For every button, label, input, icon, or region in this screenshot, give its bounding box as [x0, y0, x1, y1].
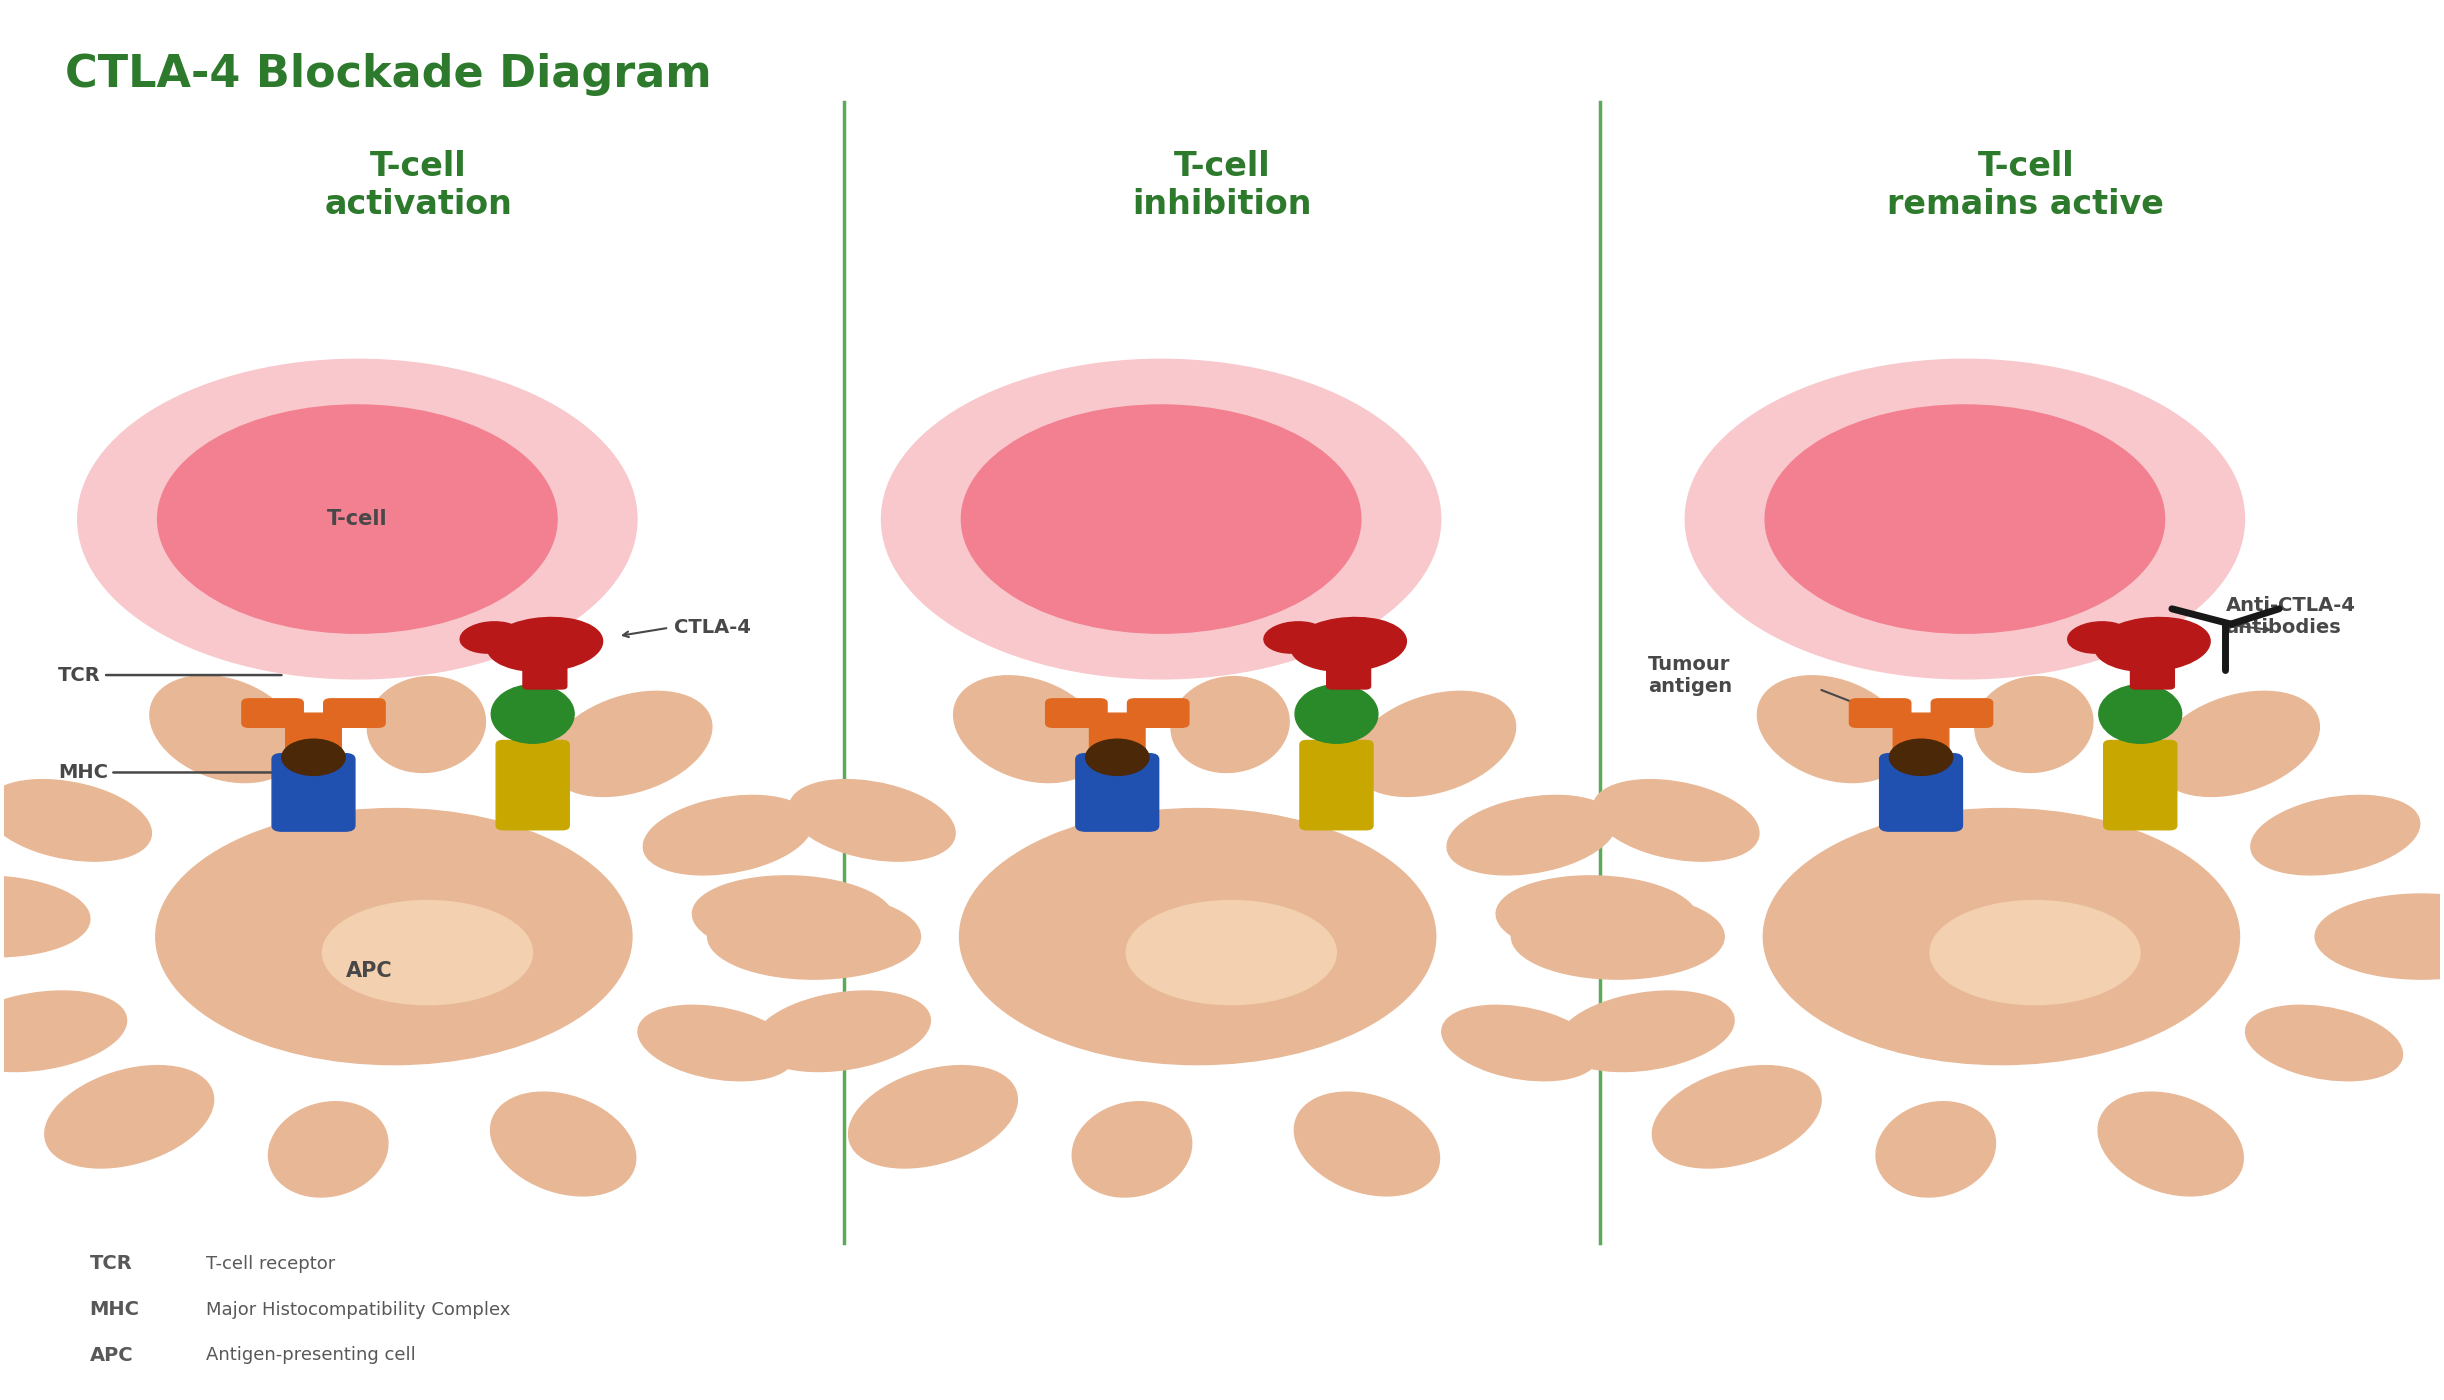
Text: TCR: TCR	[90, 1254, 132, 1273]
Ellipse shape	[0, 780, 152, 861]
Ellipse shape	[1557, 991, 1735, 1071]
Ellipse shape	[2251, 795, 2420, 875]
Ellipse shape	[1171, 676, 1288, 773]
Ellipse shape	[44, 1065, 213, 1168]
Circle shape	[156, 405, 557, 633]
Ellipse shape	[2097, 1092, 2244, 1196]
Ellipse shape	[2314, 895, 2444, 979]
Circle shape	[882, 360, 1440, 679]
FancyBboxPatch shape	[1931, 699, 1992, 727]
Text: TCR: TCR	[59, 665, 281, 685]
FancyBboxPatch shape	[242, 699, 303, 727]
Text: T-cell: T-cell	[327, 510, 389, 529]
Ellipse shape	[1593, 780, 1760, 861]
Ellipse shape	[269, 1102, 389, 1197]
Ellipse shape	[709, 895, 921, 979]
Ellipse shape	[789, 780, 956, 861]
FancyBboxPatch shape	[1894, 713, 1948, 753]
Circle shape	[1085, 739, 1149, 776]
FancyBboxPatch shape	[523, 648, 567, 689]
Ellipse shape	[1757, 676, 1906, 783]
FancyBboxPatch shape	[271, 753, 354, 832]
Ellipse shape	[692, 876, 895, 956]
Ellipse shape	[960, 809, 1435, 1064]
Ellipse shape	[149, 676, 298, 783]
Text: T-cell
activation: T-cell activation	[325, 150, 513, 221]
Text: Major Histocompatibility Complex: Major Histocompatibility Complex	[205, 1301, 511, 1319]
Circle shape	[1686, 360, 2244, 679]
Text: APC: APC	[90, 1345, 132, 1365]
Circle shape	[1889, 739, 1953, 776]
Circle shape	[1765, 405, 2165, 633]
Text: Antigen-presenting cell: Antigen-presenting cell	[205, 1347, 415, 1365]
Ellipse shape	[638, 1005, 794, 1081]
Ellipse shape	[1290, 617, 1405, 672]
Ellipse shape	[755, 991, 931, 1071]
FancyBboxPatch shape	[286, 713, 342, 753]
FancyBboxPatch shape	[1127, 699, 1188, 727]
Text: MHC: MHC	[90, 1301, 139, 1319]
Text: APC: APC	[347, 962, 393, 981]
FancyBboxPatch shape	[1090, 713, 1146, 753]
Ellipse shape	[1295, 1092, 1440, 1196]
Text: T-cell
remains active: T-cell remains active	[1887, 150, 2165, 221]
Ellipse shape	[848, 1065, 1017, 1168]
Ellipse shape	[0, 876, 90, 956]
Ellipse shape	[1073, 1102, 1193, 1197]
Text: CTLA-4 Blockade Diagram: CTLA-4 Blockade Diagram	[66, 53, 711, 95]
Ellipse shape	[547, 692, 711, 797]
FancyBboxPatch shape	[2104, 741, 2178, 830]
Ellipse shape	[2095, 617, 2209, 672]
Circle shape	[78, 360, 638, 679]
Text: CTLA-4: CTLA-4	[675, 619, 750, 637]
FancyBboxPatch shape	[1046, 699, 1107, 727]
Circle shape	[281, 739, 345, 776]
Text: MHC: MHC	[59, 763, 281, 783]
FancyBboxPatch shape	[1300, 741, 1374, 830]
Ellipse shape	[0, 991, 127, 1071]
Ellipse shape	[2156, 692, 2319, 797]
Text: T-cell
inhibition: T-cell inhibition	[1132, 150, 1312, 221]
Ellipse shape	[1295, 685, 1378, 743]
Ellipse shape	[953, 676, 1102, 783]
Ellipse shape	[2099, 685, 2182, 743]
Ellipse shape	[1931, 900, 2141, 1005]
Ellipse shape	[1442, 1005, 1598, 1081]
FancyBboxPatch shape	[1327, 648, 1371, 689]
FancyBboxPatch shape	[323, 699, 386, 727]
Text: Tumour
antigen: Tumour antigen	[1647, 655, 1733, 696]
Ellipse shape	[486, 617, 604, 672]
Ellipse shape	[1510, 895, 1723, 979]
FancyBboxPatch shape	[496, 741, 569, 830]
Text: T-cell receptor: T-cell receptor	[205, 1254, 335, 1273]
Ellipse shape	[2068, 622, 2131, 654]
Ellipse shape	[459, 622, 523, 654]
Ellipse shape	[1975, 676, 2092, 773]
FancyBboxPatch shape	[1879, 753, 1963, 832]
Text: Anti-CTLA-4
antibodies: Anti-CTLA-4 antibodies	[2226, 596, 2356, 637]
Ellipse shape	[1352, 692, 1515, 797]
FancyBboxPatch shape	[1850, 699, 1911, 727]
Ellipse shape	[1652, 1065, 1821, 1168]
Ellipse shape	[1447, 795, 1615, 875]
Ellipse shape	[1264, 622, 1327, 654]
FancyBboxPatch shape	[1075, 753, 1158, 832]
Ellipse shape	[491, 685, 574, 743]
Ellipse shape	[1762, 809, 2239, 1064]
Ellipse shape	[2246, 1005, 2402, 1081]
Ellipse shape	[156, 809, 633, 1064]
Ellipse shape	[1877, 1102, 1994, 1197]
Ellipse shape	[1496, 876, 1699, 956]
FancyBboxPatch shape	[2131, 648, 2175, 689]
Ellipse shape	[491, 1092, 635, 1196]
Ellipse shape	[323, 900, 533, 1005]
Circle shape	[960, 405, 1361, 633]
Ellipse shape	[367, 676, 486, 773]
Ellipse shape	[643, 795, 811, 875]
Ellipse shape	[1127, 900, 1337, 1005]
